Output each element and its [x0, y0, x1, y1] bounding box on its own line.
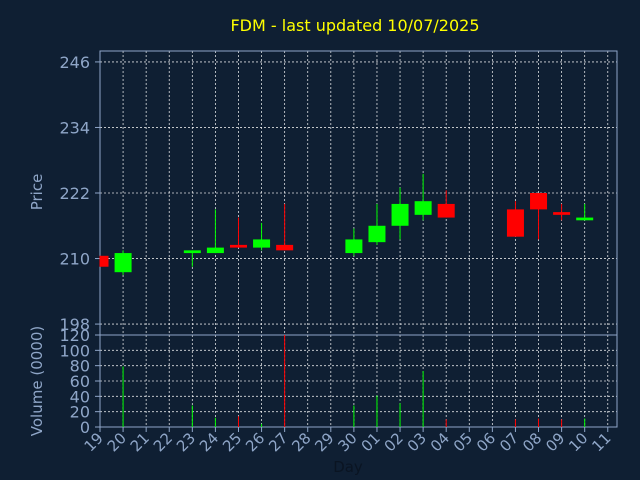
candle-body: [437, 203, 455, 218]
candle-series: [99, 173, 594, 275]
candle-body: [576, 217, 594, 221]
candle-body: [183, 250, 201, 254]
price-axis-ticks: 198 210 222 234 246: [59, 53, 100, 334]
volume-axis-label: Volume (0000): [28, 326, 46, 436]
candle-body: [506, 209, 524, 237]
candle-body: [229, 244, 247, 248]
price-axis-label: Price: [28, 174, 46, 211]
volume-tick-label: 0: [80, 418, 90, 437]
candle-body: [414, 201, 432, 215]
candle-body: [530, 193, 548, 210]
volume-tick-label: 100: [59, 341, 90, 360]
candle-body: [114, 253, 132, 273]
candle-body: [100, 255, 109, 267]
candle-body: [206, 247, 224, 254]
price-tick-label: 246: [59, 53, 90, 72]
price-tick-label: 198: [59, 315, 90, 334]
volume-tick-label: 40: [70, 387, 90, 406]
volume-tick-label: 60: [70, 372, 90, 391]
candle-body: [276, 244, 294, 251]
candle-body: [345, 239, 363, 254]
volume-tick-label: 80: [70, 357, 90, 376]
price-tick-label: 210: [59, 250, 90, 269]
price-tick-label: 234: [59, 118, 90, 137]
x-axis-label: Day: [333, 458, 363, 476]
volume-tick-label: 20: [70, 403, 90, 422]
candle-body: [253, 239, 271, 248]
candle-body: [553, 212, 571, 215]
volume-series: [122, 335, 586, 427]
x-axis-ticks: 1920212223242526272829300102030405060708…: [81, 427, 615, 455]
candle-body: [391, 203, 409, 226]
candle-body: [368, 225, 386, 243]
volume-tick-label: 120: [59, 326, 90, 345]
price-tick-label: 222: [59, 184, 90, 203]
chart-title: FDM - last updated 10/07/2025: [230, 16, 479, 35]
